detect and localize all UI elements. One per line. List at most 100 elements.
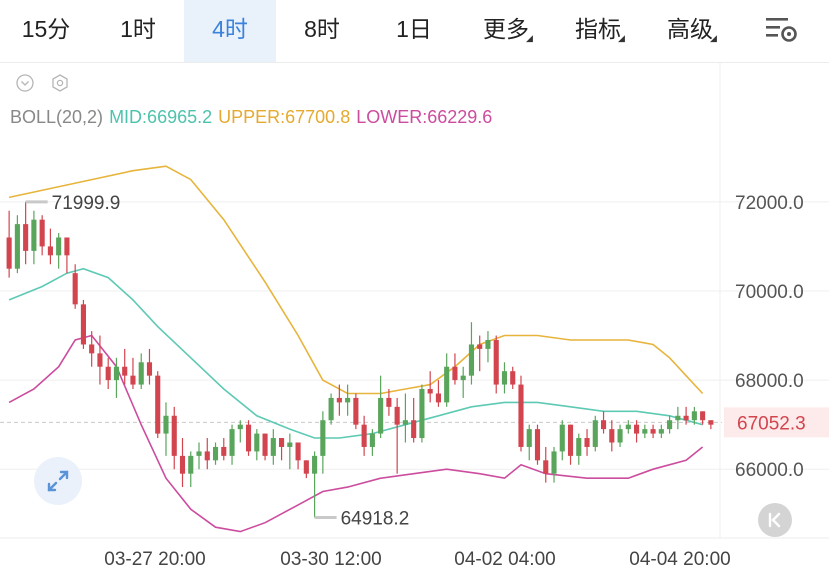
- chart-settings-icon[interactable]: [764, 14, 800, 44]
- low-marker-label: 64918.2: [341, 508, 410, 529]
- candle-body: [667, 420, 673, 430]
- tab-label: 1日: [396, 16, 432, 42]
- candle-body: [262, 433, 268, 456]
- tab-6[interactable]: 指标 ◢: [552, 0, 644, 62]
- candle-body: [534, 429, 541, 461]
- candle-body: [452, 366, 458, 381]
- candle-body: [47, 246, 53, 256]
- candle-body: [543, 460, 549, 474]
- candle-body: [212, 446, 219, 461]
- tab-7[interactable]: 高级 ◢: [644, 0, 736, 62]
- tab-label: 更多: [483, 16, 529, 42]
- candle-body: [237, 424, 243, 430]
- candle-body: [600, 420, 607, 430]
- candle-body: [146, 362, 153, 376]
- current-price-label: 67052.3: [737, 413, 806, 434]
- candle-body: [155, 375, 161, 434]
- candle-body: [617, 429, 623, 443]
- expand-arrows-icon[interactable]: [34, 457, 82, 505]
- candle-body: [419, 389, 425, 439]
- candle-body: [353, 397, 359, 425]
- candle-body: [229, 429, 235, 456]
- tab-0[interactable]: 15分: [0, 0, 92, 62]
- candle-body: [295, 442, 301, 461]
- tab-4[interactable]: 1日: [368, 0, 460, 62]
- candle-body: [477, 344, 483, 349]
- boll-mid-line: [8, 267, 703, 439]
- candle-body: [468, 344, 475, 376]
- candle-body: [336, 397, 342, 403]
- candle-body: [328, 397, 334, 421]
- candle-body: [64, 237, 70, 256]
- candle-body: [708, 420, 714, 425]
- candle-body: [287, 442, 293, 447]
- boll-lower-line: [8, 334, 704, 533]
- y-tick-label: 66000.0: [735, 460, 804, 481]
- candle-body: [526, 429, 532, 447]
- candle-body: [80, 304, 86, 345]
- candle-body: [386, 397, 392, 407]
- tab-label: 高级: [667, 16, 713, 42]
- tab-label: 1时: [120, 16, 156, 42]
- candle-body: [105, 366, 111, 381]
- candle-body: [700, 411, 706, 421]
- candle-body: [39, 219, 45, 247]
- candle-body: [320, 420, 326, 456]
- hexagon-settings-icon[interactable]: [51, 74, 69, 92]
- candle-body: [567, 424, 574, 456]
- candle-body: [56, 237, 62, 256]
- dropdown-triangle-icon: ◢: [526, 33, 533, 43]
- candle-body: [122, 366, 128, 376]
- candle-body: [138, 362, 144, 385]
- candle-body: [97, 353, 103, 367]
- candle-body: [691, 411, 697, 421]
- candle-body: [435, 393, 441, 403]
- tab-5[interactable]: 更多 ◢: [460, 0, 552, 62]
- back-to-latest-icon[interactable]: [758, 503, 792, 537]
- candle-body: [179, 455, 186, 474]
- candle-body: [576, 438, 582, 456]
- tab-3[interactable]: 8时: [276, 0, 368, 62]
- candle-body: [279, 438, 285, 447]
- candle-body: [31, 219, 37, 251]
- chevron-down-circle-icon[interactable]: [16, 74, 34, 92]
- candle-body: [592, 420, 598, 447]
- tab-1[interactable]: 1时: [92, 0, 184, 62]
- boll-name: BOLL(20,2): [10, 107, 104, 127]
- candle-body: [221, 446, 227, 456]
- candle-body: [658, 429, 664, 434]
- candle-body: [378, 397, 384, 434]
- candle-body: [634, 424, 640, 434]
- boll-upper-value: UPPER:67700.8: [218, 107, 351, 127]
- candle-body: [345, 397, 351, 403]
- tab-2[interactable]: 4时: [184, 0, 276, 62]
- interval-tab-bar: 15分 1时 4时 8时 1日 更多 ◢ 指标 ◢ 高级 ◢: [0, 0, 829, 62]
- candle-body: [188, 455, 194, 474]
- candle-body: [303, 460, 309, 474]
- high-marker-label: 71999.9: [52, 193, 121, 214]
- candle-body: [559, 424, 565, 452]
- candle-body: [625, 424, 631, 430]
- tab-divider: [0, 62, 829, 63]
- boll-lower-value: LOWER:66229.6: [356, 107, 493, 127]
- candle-body: [113, 366, 120, 381]
- boll-mid-value: MID:66965.2: [109, 107, 213, 127]
- candle-body: [254, 433, 260, 452]
- tab-label: 指标: [575, 16, 621, 42]
- candle-body: [72, 273, 78, 305]
- candle-body: [204, 451, 210, 461]
- tab-label: 15分: [21, 16, 71, 42]
- candle-body: [270, 438, 276, 456]
- candle-body: [14, 224, 20, 269]
- candle-body: [89, 344, 95, 354]
- candle-body: [584, 438, 590, 447]
- candle-body: [427, 389, 433, 394]
- candle-body: [510, 371, 516, 385]
- candle-body: [163, 415, 169, 434]
- candle-body: [361, 424, 367, 447]
- candle-body: [23, 224, 29, 251]
- y-tick-label: 72000.0: [735, 193, 804, 214]
- candle-body: [675, 415, 681, 421]
- tab-label: 8时: [304, 16, 340, 42]
